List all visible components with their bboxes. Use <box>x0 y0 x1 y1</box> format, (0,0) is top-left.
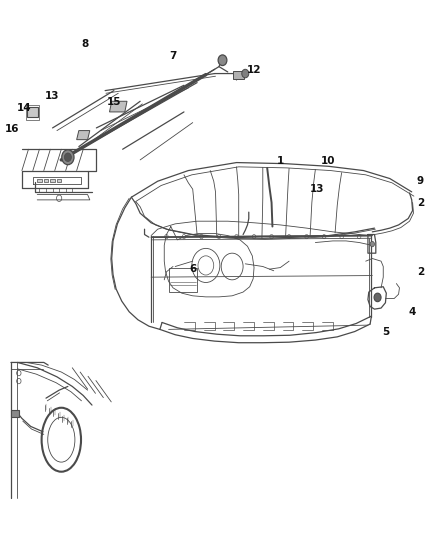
Circle shape <box>374 293 381 302</box>
Circle shape <box>370 241 374 247</box>
Polygon shape <box>77 131 90 140</box>
Bar <box>44 179 48 182</box>
Circle shape <box>62 150 74 165</box>
Bar <box>50 179 55 182</box>
Bar <box>233 71 244 79</box>
Text: 8: 8 <box>82 39 89 49</box>
Text: 10: 10 <box>321 156 336 166</box>
Bar <box>11 410 19 417</box>
Text: 15: 15 <box>106 98 121 107</box>
Text: 12: 12 <box>247 66 261 75</box>
Text: 16: 16 <box>5 124 20 134</box>
Bar <box>57 179 61 182</box>
Polygon shape <box>110 101 127 112</box>
Circle shape <box>218 55 227 66</box>
Circle shape <box>242 69 249 78</box>
Text: 4: 4 <box>408 307 415 317</box>
Text: 13: 13 <box>310 184 325 194</box>
Text: 7: 7 <box>170 51 177 61</box>
Bar <box>37 179 42 182</box>
Bar <box>26 105 39 120</box>
Text: 2: 2 <box>417 198 424 207</box>
Text: 14: 14 <box>17 103 32 112</box>
Text: 1: 1 <box>277 156 284 166</box>
Circle shape <box>64 153 71 161</box>
Bar <box>27 107 38 117</box>
Text: 5: 5 <box>382 327 389 336</box>
Text: 13: 13 <box>45 91 60 101</box>
Text: 6: 6 <box>189 264 196 273</box>
Text: 9: 9 <box>417 176 424 186</box>
Bar <box>169 268 197 292</box>
Text: 2: 2 <box>417 267 424 277</box>
